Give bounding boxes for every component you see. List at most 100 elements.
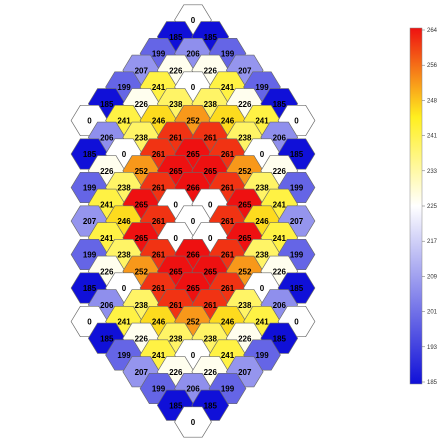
hex-cell-value: 0 (122, 284, 127, 293)
hex-cell-value: 185 (83, 150, 97, 159)
hex-cell-value: 199 (290, 184, 304, 193)
hex-cell-value: 265 (135, 200, 149, 209)
hex-cell-value: 185 (273, 334, 287, 343)
hex-cell-value: 226 (100, 167, 114, 176)
hex-cell-value: 0 (208, 200, 213, 209)
hex-cell-value: 261 (221, 284, 235, 293)
hex-cell-value: 185 (273, 100, 287, 109)
hex-cell-value: 241 (255, 318, 269, 327)
hex-cell-value: 265 (238, 200, 252, 209)
hex-cell-value: 246 (117, 217, 131, 226)
hex-cell-value: 238 (204, 100, 218, 109)
hex-cell-value: 252 (186, 117, 200, 126)
hex-cell-value: 241 (117, 318, 131, 327)
color-scale-tick-label: 248 (427, 98, 438, 104)
hex-cell-value: 226 (135, 100, 149, 109)
hex-cell-value: 206 (100, 133, 114, 142)
hex-cell-value: 241 (273, 234, 287, 243)
hex-cell-value: 185 (169, 33, 183, 42)
hex-cell-value: 265 (186, 284, 200, 293)
hex-cell-value: 0 (294, 318, 299, 327)
hex-cell-value: 238 (117, 251, 131, 260)
hex-cell-value: 238 (169, 100, 183, 109)
color-scale-bar: 264 256 248 241 233 225 217 209 201 193 185 (409, 27, 438, 386)
hex-cell-value: 246 (221, 117, 235, 126)
hex-cell-value: 252 (186, 318, 200, 327)
hex-cell-value: 207 (135, 66, 149, 75)
hex-cell-value: 252 (135, 167, 149, 176)
hex-cell-value: 226 (238, 334, 252, 343)
hex-cell-value: 261 (152, 217, 166, 226)
hex-cell-value: 226 (204, 66, 218, 75)
hex-cell-value: 0 (260, 150, 265, 159)
hex-cell-value: 206 (273, 301, 287, 310)
hex-cell-value: 0 (191, 16, 196, 25)
hex-cell-value: 261 (221, 251, 235, 260)
hex-cell-value: 241 (152, 83, 166, 92)
hex-cell-value: 241 (273, 200, 287, 209)
hex-cell-value: 261 (204, 133, 218, 142)
hex-cell-value: 261 (169, 133, 183, 142)
hex-cell-value: 238 (204, 334, 218, 343)
hex-cell-value: 226 (238, 100, 252, 109)
hex-cell-value: 252 (238, 167, 252, 176)
hex-cell-value: 265 (169, 267, 183, 276)
hex-cell-value: 265 (135, 234, 149, 243)
hex-cell-value: 207 (83, 217, 97, 226)
color-scale-tick-label: 217 (427, 239, 438, 245)
hex-cell-value: 266 (186, 184, 200, 193)
hex-cell-value: 185 (290, 284, 304, 293)
color-scale-tick-label: 264 (427, 28, 438, 34)
hex-cell-value: 252 (135, 267, 149, 276)
hex-cell-value: 246 (255, 217, 269, 226)
hex-cell-value: 206 (186, 385, 200, 394)
color-scale-tick-label: 193 (427, 345, 438, 351)
hex-cell-value: 199 (117, 351, 131, 360)
hex-cell-value: 226 (169, 66, 183, 75)
hex-cell-value: 207 (238, 66, 252, 75)
hex-cell-value: 199 (83, 184, 97, 193)
hex-cell-value: 261 (221, 217, 235, 226)
hex-cell-value: 266 (186, 251, 200, 260)
hex-cell-value: 241 (255, 117, 269, 126)
hex-cell-value: 199 (117, 83, 131, 92)
hex-cell-value: 199 (255, 83, 269, 92)
hex-cell-value: 199 (290, 251, 304, 260)
hex-cell-value: 246 (152, 318, 166, 327)
hex-cell-shape (174, 406, 212, 438)
hex-cell-value: 0 (191, 418, 196, 427)
hex-cell-value: 252 (238, 267, 252, 276)
hex-cell-value: 265 (204, 267, 218, 276)
hex-cell-value: 206 (186, 50, 200, 59)
hex-cell-value: 246 (221, 318, 235, 327)
hex-cell-value: 226 (135, 334, 149, 343)
hex-cell-value: 226 (169, 368, 183, 377)
hex-cell-value: 238 (238, 133, 252, 142)
hex-cell-value: 261 (152, 150, 166, 159)
hex-cell-value: 238 (255, 251, 269, 260)
hex-cell-value: 238 (135, 133, 149, 142)
hex-cell-value: 265 (238, 234, 252, 243)
hex-cell-value: 261 (152, 251, 166, 260)
hex-cell-value: 261 (221, 184, 235, 193)
hex-cell-value: 0 (122, 150, 127, 159)
hex-cell-value: 226 (204, 368, 218, 377)
hex-cell-value: 261 (204, 301, 218, 310)
hex-cell-value: 238 (238, 301, 252, 310)
hex-cell-value: 0 (260, 284, 265, 293)
hex-cell-value: 199 (221, 50, 235, 59)
hex-cell-value: 226 (273, 267, 287, 276)
hex-cell-value: 261 (221, 150, 235, 159)
hex-cell-value: 246 (152, 117, 166, 126)
hex-cell-value: 265 (169, 167, 183, 176)
hex-cell-value: 199 (152, 385, 166, 394)
hex-cell-value: 0 (87, 318, 92, 327)
color-scale-tick-label: 256 (427, 63, 438, 69)
hex-cell-value: 261 (152, 284, 166, 293)
color-scale-gradient (409, 27, 423, 385)
hex-cell-value: 207 (135, 368, 149, 377)
hex-cell-value: 185 (290, 150, 304, 159)
hex-cell-value: 238 (117, 184, 131, 193)
hex-cell-value: 241 (221, 351, 235, 360)
hex-cell-value: 207 (290, 217, 304, 226)
